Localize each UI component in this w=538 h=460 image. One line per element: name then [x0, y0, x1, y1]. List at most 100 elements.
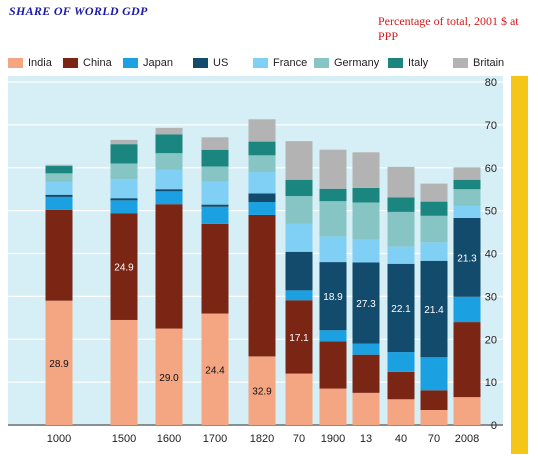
bar-segment-france: [387, 246, 415, 264]
bar-segment-italy: [45, 166, 73, 174]
data-label: 21.3: [457, 253, 477, 264]
legend-item-india: India: [8, 56, 52, 70]
bar-segment-china: [45, 209, 73, 301]
x-tick-label: 2008: [455, 433, 479, 445]
x-tick-label: 70: [428, 433, 440, 445]
bar-segment-india: [45, 300, 73, 425]
bar-segment-italy: [248, 141, 276, 156]
chart-title: SHARE OF WORLD GDP: [9, 4, 148, 18]
bar-segment-us: [352, 262, 380, 344]
bar-segment-italy: [155, 134, 183, 154]
legend-label: Germany: [334, 57, 380, 69]
bar-segment-india: [319, 388, 347, 425]
bar-segment-japan: [420, 357, 448, 391]
bar-segment-us: [110, 198, 138, 201]
bar-segment-us: [285, 251, 313, 291]
bar-segment-japan: [201, 206, 229, 224]
x-tick-label: 1700: [203, 433, 227, 445]
legend-swatch: [314, 58, 329, 68]
bar-segment-india: [420, 409, 448, 425]
bar-segment-italy: [387, 197, 415, 212]
bar-segment-france: [285, 223, 313, 252]
y-tick-label: 80: [485, 77, 497, 89]
y-tick-label: 50: [485, 206, 497, 218]
bar-segment-india: [453, 397, 481, 425]
bar-segment-china: [110, 213, 138, 320]
legend-swatch: [453, 58, 468, 68]
y-tick-label: 40: [485, 249, 497, 261]
data-label: 28.9: [49, 359, 69, 370]
bar-segment-us: [45, 194, 73, 197]
bar-segment-germany: [285, 196, 313, 224]
data-label: 18.9: [323, 292, 343, 303]
x-tick-label: 1820: [250, 433, 274, 445]
legend-label: US: [213, 57, 229, 69]
chart-subtitle: Percentage of total, 2001 $ at PPP: [378, 14, 519, 43]
legend-label: Britain: [473, 57, 505, 69]
bar-segment-britain: [201, 137, 229, 150]
bar-segment-japan: [285, 290, 313, 301]
legend-swatch: [253, 58, 268, 68]
data-label: 21.4: [424, 305, 444, 316]
bar-segment-italy: [420, 201, 448, 216]
bar-segment-japan: [248, 202, 276, 215]
bar-segment-china: [352, 354, 380, 393]
bar-segment-britain: [110, 139, 138, 145]
bar-segment-china: [155, 204, 183, 329]
bar-segment-britain: [420, 183, 448, 202]
bar-segment-japan: [387, 352, 415, 372]
legend-swatch: [63, 58, 78, 68]
bar-segment-germany: [45, 173, 73, 182]
bar-segment-germany: [319, 201, 347, 237]
bar-segment-germany: [201, 166, 229, 182]
data-label: 24.9: [114, 263, 134, 274]
bar-segment-france: [319, 236, 347, 263]
bar-segment-us: [319, 262, 347, 331]
legend-label: Italy: [408, 57, 429, 69]
bar-segment-china: [453, 322, 481, 398]
legend-label: Japan: [143, 57, 173, 69]
x-tick-label: 1000: [47, 433, 71, 445]
bar-segment-china: [387, 371, 415, 400]
bar-segment-italy: [201, 149, 229, 167]
bar-segment-us: [248, 193, 276, 203]
bar-segment-japan: [110, 200, 138, 214]
data-label: 17.1: [289, 333, 309, 344]
bar-segment-britain: [453, 167, 481, 180]
bar-segment-germany: [352, 202, 380, 240]
bar-segment-britain: [45, 164, 73, 167]
bar-segment-china: [285, 300, 313, 374]
data-label: 29.0: [159, 373, 179, 384]
bar-segment-india: [155, 328, 183, 425]
bar-segment-china: [319, 341, 347, 389]
data-label: 24.4: [205, 365, 225, 376]
bar-segment-us: [453, 217, 481, 297]
y-tick-label: 20: [485, 334, 497, 346]
bar-segment-us: [420, 260, 448, 358]
bar-segment-china: [201, 223, 229, 314]
legend-item-germany: Germany: [314, 56, 379, 70]
bar-segment-britain: [352, 152, 380, 188]
y-tick-label: 70: [485, 120, 497, 132]
bar-segment-germany: [155, 153, 183, 170]
bar-segment-japan: [45, 196, 73, 210]
bar-segment-france: [352, 239, 380, 263]
x-tick-label: 70: [293, 433, 305, 445]
x-tick-label: 1900: [321, 433, 345, 445]
bar-segment-india: [285, 373, 313, 425]
x-tick-label: 1600: [157, 433, 181, 445]
data-label: 22.1: [391, 304, 411, 315]
bar-segment-france: [110, 179, 138, 199]
bar-segment-france: [453, 205, 481, 218]
x-tick-label: 1500: [112, 433, 136, 445]
y-tick-label: 60: [485, 163, 497, 175]
y-tick-label: 30: [485, 291, 497, 303]
x-tick-label: 13: [360, 433, 372, 445]
bar-segment-us: [155, 189, 183, 192]
x-tick-label: 40: [395, 433, 407, 445]
bar-segment-britain: [387, 166, 415, 198]
bar-segment-france: [248, 172, 276, 194]
legend-swatch: [388, 58, 403, 68]
bar-segment-india: [110, 319, 138, 425]
